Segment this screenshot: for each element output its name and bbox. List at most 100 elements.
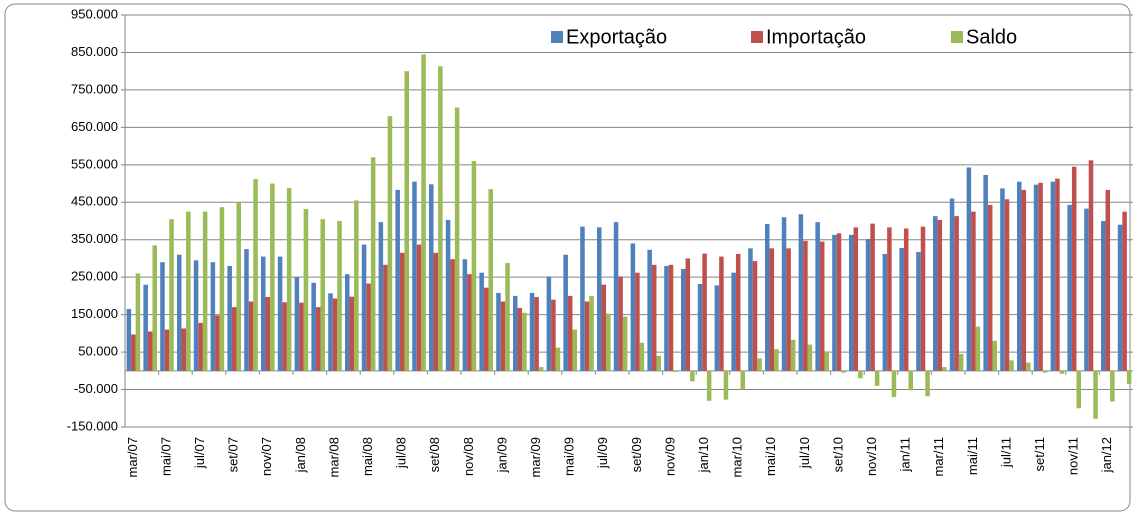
- bar: [903, 228, 909, 371]
- bar: [975, 326, 981, 371]
- bar: [450, 259, 455, 371]
- bar: [416, 244, 422, 371]
- bar: [680, 268, 686, 371]
- bar: [622, 316, 628, 371]
- y-tick-label: -50.000: [74, 381, 118, 396]
- bar: [1122, 211, 1127, 371]
- bar: [320, 219, 326, 371]
- bar: [219, 207, 225, 371]
- bar: [538, 367, 544, 371]
- bar: [1004, 199, 1010, 371]
- y-tick-label: 350.000: [71, 231, 118, 246]
- bar: [899, 247, 904, 371]
- bar: [887, 227, 892, 371]
- x-tick-label: jan/08: [293, 437, 308, 473]
- legend-swatch: [951, 31, 963, 43]
- bar: [841, 370, 846, 373]
- bar: [757, 358, 762, 371]
- bar: [1071, 166, 1077, 371]
- bar: [522, 312, 527, 371]
- x-tick-label: jul/10: [797, 437, 812, 469]
- bar: [328, 293, 333, 371]
- bar: [1126, 370, 1132, 384]
- bar: [248, 301, 254, 371]
- bar: [651, 264, 657, 371]
- bar: [1021, 189, 1027, 371]
- bar: [764, 223, 770, 371]
- x-tick-label: jul/09: [595, 437, 610, 469]
- bar: [702, 253, 707, 371]
- bar: [798, 214, 804, 371]
- bar: [723, 370, 729, 400]
- bar: [706, 370, 712, 401]
- bar: [244, 249, 249, 371]
- bar: [1084, 208, 1089, 371]
- bar: [987, 204, 993, 371]
- y-tick-label: 450.000: [71, 194, 118, 209]
- y-tick-label: 550.000: [71, 156, 118, 171]
- bar: [1105, 189, 1111, 371]
- bar: [874, 370, 880, 386]
- bar: [496, 292, 501, 371]
- x-tick-label: nov/07: [259, 437, 274, 476]
- x-tick-label: mai/08: [360, 437, 375, 476]
- x-tick-label: nov/10: [864, 437, 879, 476]
- x-tick-label: nov/09: [662, 437, 677, 476]
- bar: [992, 340, 998, 371]
- bar: [1033, 184, 1039, 371]
- legend-swatch: [751, 31, 763, 43]
- bar: [774, 349, 779, 371]
- bar: [551, 299, 556, 371]
- bar: [673, 370, 678, 372]
- bar: [412, 181, 417, 371]
- bar: [790, 339, 796, 371]
- bar: [332, 298, 338, 371]
- bar: [606, 313, 611, 371]
- bar: [294, 277, 300, 371]
- bar: [479, 272, 484, 371]
- bar: [517, 307, 523, 371]
- bar: [630, 243, 636, 371]
- y-tick-label: 850.000: [71, 44, 118, 59]
- bar: [270, 183, 275, 371]
- bar: [1038, 182, 1043, 371]
- bar: [714, 285, 720, 371]
- bar: [428, 184, 434, 371]
- bar: [462, 259, 468, 371]
- bar: [567, 295, 573, 371]
- bar: [529, 292, 535, 371]
- x-tick-label: mar/11: [931, 437, 946, 477]
- bar: [164, 329, 170, 371]
- bar: [1093, 370, 1098, 419]
- x-tick-label: mai/11: [965, 437, 980, 475]
- bar: [147, 331, 153, 371]
- bar: [361, 244, 367, 371]
- x-tick-label: set/11: [1032, 437, 1047, 471]
- bar: [690, 370, 695, 382]
- x-tick-label: mar/07: [125, 437, 140, 477]
- bar: [299, 302, 304, 371]
- bar: [383, 264, 388, 371]
- bar: [613, 222, 619, 371]
- bar: [664, 265, 669, 371]
- bar: [819, 241, 825, 371]
- bar: [596, 227, 602, 371]
- bar: [253, 179, 258, 371]
- bar: [824, 351, 830, 371]
- bar: [1016, 181, 1022, 371]
- bar: [1000, 188, 1005, 371]
- bar: [1055, 178, 1060, 371]
- x-tick-label: set/10: [830, 437, 845, 472]
- x-tick-label: set/09: [629, 437, 644, 472]
- bar: [958, 353, 964, 371]
- bar: [954, 216, 959, 371]
- x-tick-label: jul/07: [192, 437, 207, 469]
- bar: [865, 238, 871, 371]
- x-tick-label: nov/08: [461, 437, 476, 476]
- bar: [803, 240, 808, 371]
- bar: [227, 265, 232, 371]
- bar: [215, 315, 220, 371]
- bar: [231, 307, 237, 371]
- bar: [135, 273, 141, 371]
- bar: [584, 301, 590, 371]
